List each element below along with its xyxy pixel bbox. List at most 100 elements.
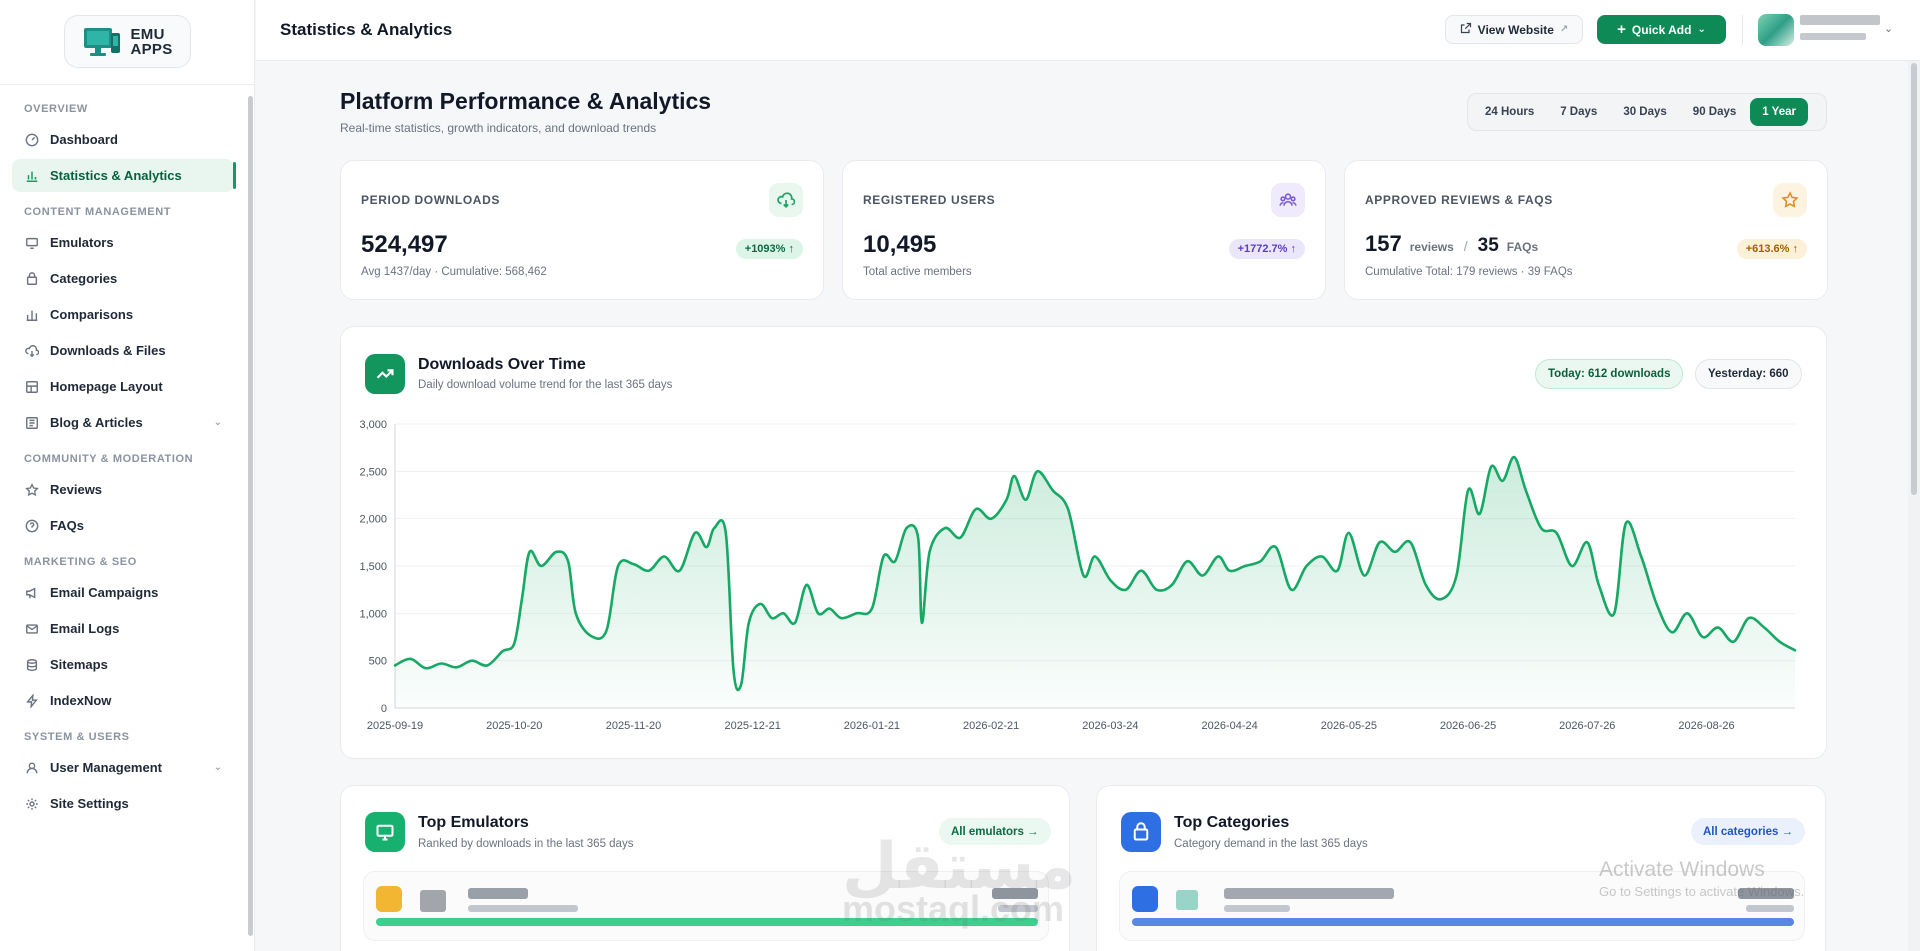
top-emulators-card: Top Emulators Ranked by downloads in the…: [340, 785, 1070, 951]
sidebar-item-label: Reviews: [50, 482, 103, 497]
sidebar-item-indexnow[interactable]: IndexNow: [12, 684, 234, 717]
view-website-label: View Website: [1477, 22, 1554, 37]
card-subtitle: Category demand in the last 365 days: [1174, 838, 1368, 850]
y-tick-label: 1,000: [359, 608, 387, 620]
x-tick-label: 2025-12-21: [725, 720, 781, 732]
sidebar-item-label: Email Campaigns: [50, 585, 159, 600]
quick-add-button[interactable]: + Quick Add ⌄: [1597, 15, 1726, 44]
range-90-days[interactable]: 90 Days: [1692, 106, 1737, 118]
y-tick-label: 0: [381, 703, 387, 715]
chevron-down-icon: ⌄: [1697, 24, 1706, 35]
sidebar-item-label: FAQs: [50, 518, 84, 533]
database-icon: [24, 657, 40, 673]
sidebar-item-dashboard[interactable]: Dashboard: [12, 123, 234, 156]
user-name-redacted[interactable]: [1800, 15, 1880, 25]
downloads-area-chart: 0 500 1,000 1,500 2,000 2,500 3,000 2025-09-19…: [359, 419, 1797, 732]
downloads-area-fill: [395, 457, 1795, 708]
emulator-name-redacted: [468, 888, 528, 899]
logo-monitor-icon: [82, 25, 122, 59]
stat-note: Total active members: [863, 266, 972, 278]
progress-track: [1132, 918, 1794, 926]
stat-label: REGISTERED USERS: [863, 193, 996, 207]
bar-chart-icon: [24, 168, 40, 184]
change-badge: +613.6% ↑: [1736, 239, 1807, 259]
x-tick-label: 2026-03-24: [1082, 720, 1138, 732]
sidebar-item-reviews[interactable]: Reviews: [12, 473, 234, 506]
yesterday-downloads-badge: Yesterday: 660: [1695, 359, 1802, 389]
sidebar-item-label: Downloads & Files: [50, 343, 166, 358]
user-role-redacted: [1800, 33, 1866, 40]
category-count-redacted: [1738, 888, 1794, 899]
change-badge: +1093% ↑: [735, 239, 803, 259]
sidebar-item-faqs[interactable]: FAQs: [12, 509, 234, 542]
x-tick-label: 2026-01-21: [844, 720, 900, 732]
sidebar-item-site-settings[interactable]: Site Settings: [12, 787, 234, 820]
sidebar-item-user-management[interactable]: User Management ⌄: [12, 751, 234, 784]
sidebar-item-homepage-layout[interactable]: Homepage Layout: [12, 370, 234, 403]
gauge-icon: [24, 132, 40, 148]
view-website-button[interactable]: View Website ↗: [1445, 15, 1583, 44]
range-30-days[interactable]: 30 Days: [1623, 106, 1667, 118]
watermark-latin: mostaql.com: [842, 888, 1065, 929]
sidebar-item-label: IndexNow: [50, 693, 112, 708]
sidebar-item-sitemaps[interactable]: Sitemaps: [12, 648, 234, 681]
main-scrollbar[interactable]: [1908, 61, 1920, 951]
sidebar-item-downloads[interactable]: Downloads & Files: [12, 334, 234, 367]
sidebar-scrollbar[interactable]: [246, 86, 254, 951]
cloud-download-icon: [24, 343, 40, 359]
gear-icon: [24, 796, 40, 812]
faqs-unit: FAQs: [1506, 240, 1539, 254]
progress-fill: [376, 918, 1038, 926]
all-categories-link[interactable]: All categories →: [1691, 818, 1806, 845]
nav-section-overview: OVERVIEW: [24, 103, 88, 115]
separator: /: [1463, 238, 1468, 254]
y-tick-label: 3,000: [359, 419, 387, 431]
sidebar-item-email-logs[interactable]: Email Logs: [12, 612, 234, 645]
sidebar-item-statistics[interactable]: Statistics & Analytics: [12, 159, 236, 192]
time-range-selector: 24 Hours 7 Days 30 Days 90 Days 1 Year: [1467, 93, 1827, 131]
reviews-faqs-values: 157 reviews / 35 FAQs: [1365, 231, 1538, 257]
x-tick-label: 2026-05-25: [1321, 720, 1377, 732]
emulator-thumbnail: [376, 886, 402, 912]
monitor-icon: [365, 812, 405, 852]
users-icon: [24, 760, 40, 776]
chevron-down-icon[interactable]: ⌄: [213, 417, 222, 428]
sidebar-item-label: User Management: [50, 760, 162, 775]
chevron-down-icon[interactable]: ⌄: [213, 762, 222, 773]
users-group-icon: [1271, 183, 1305, 217]
layout-icon: [24, 379, 40, 395]
star-icon: [1773, 183, 1807, 217]
stat-note: Cumulative Total: 179 reviews · 39 FAQs: [1365, 266, 1573, 278]
all-emulators-link[interactable]: All emulators →: [939, 818, 1051, 845]
faqs-count: 35: [1477, 235, 1499, 256]
range-1-year[interactable]: 1 Year: [1750, 98, 1808, 126]
sidebar-item-emulators[interactable]: Emulators: [12, 226, 234, 259]
app-logo[interactable]: EMU APPS: [64, 15, 191, 68]
chart-title: Downloads Over Time: [418, 356, 586, 373]
emulator-meta-redacted: [468, 905, 578, 912]
category-name-redacted: [1224, 888, 1394, 899]
monitor-icon: [24, 235, 40, 251]
range-7-days[interactable]: 7 Days: [1560, 106, 1598, 118]
sidebar-item-comparisons[interactable]: Comparisons: [12, 298, 234, 331]
x-tick-label: 2025-11-20: [606, 720, 661, 732]
card-title: Top Emulators: [418, 814, 529, 831]
x-tick-label: 2026-06-25: [1440, 720, 1496, 732]
reviews-count: 157: [1365, 231, 1402, 256]
sidebar-item-label: Site Settings: [50, 796, 129, 811]
cloud-download-icon: [769, 183, 803, 217]
sidebar-item-label: Categories: [50, 271, 118, 286]
bolt-icon: [24, 693, 40, 709]
sidebar-item-email-campaigns[interactable]: Email Campaigns: [12, 576, 234, 609]
chevron-down-icon[interactable]: ⌄: [1884, 23, 1894, 35]
arrow-up-right-icon: ↗: [1559, 24, 1569, 35]
sidebar-item-categories[interactable]: Categories: [12, 262, 234, 295]
list-item[interactable]: [1119, 871, 1805, 941]
activate-windows-subtitle: Go to Settings to activate Windows.: [1599, 884, 1805, 899]
nav-section-system: SYSTEM & USERS: [24, 731, 130, 743]
list-item[interactable]: [363, 871, 1049, 941]
avatar[interactable]: [1758, 14, 1794, 46]
range-24-hours[interactable]: 24 Hours: [1485, 106, 1535, 118]
sidebar-item-blog[interactable]: Blog & Articles ⌄: [12, 406, 234, 439]
category-logo: [1176, 890, 1198, 910]
